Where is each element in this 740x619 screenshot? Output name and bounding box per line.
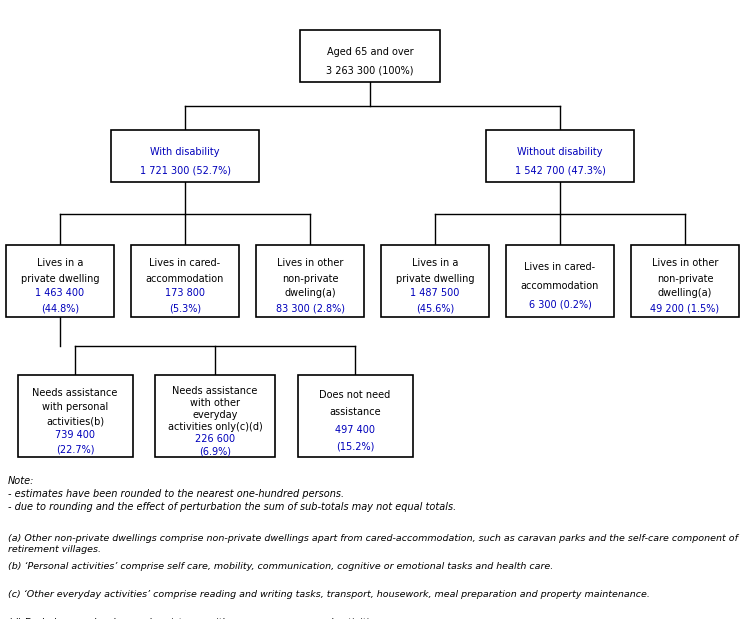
Text: activities only(c)(d): activities only(c)(d) <box>168 422 263 432</box>
Text: Lives in other: Lives in other <box>652 259 719 269</box>
Bar <box>631 245 739 317</box>
Text: Needs assistance: Needs assistance <box>33 387 118 398</box>
Bar <box>111 130 259 182</box>
Text: 1 487 500: 1 487 500 <box>410 288 460 298</box>
Text: Lives in a: Lives in a <box>412 259 458 269</box>
Text: 739 400: 739 400 <box>55 430 95 440</box>
Text: 6 300 (0.2%): 6 300 (0.2%) <box>528 300 591 310</box>
Text: Note:
- estimates have been rounded to the nearest one-hundred persons.
- due to: Note: - estimates have been rounded to t… <box>8 476 457 513</box>
Text: with personal: with personal <box>42 402 108 412</box>
Text: (d) Excludes people who need assistance with one or more personal activities.: (d) Excludes people who need assistance … <box>8 618 383 619</box>
Text: Lives in cared-: Lives in cared- <box>525 262 596 272</box>
Text: 1 721 300 (52.7%): 1 721 300 (52.7%) <box>140 165 230 175</box>
Text: accommodation: accommodation <box>146 274 224 284</box>
Text: (b) ‘Personal activities’ comprise self care, mobility, communication, cognitive: (b) ‘Personal activities’ comprise self … <box>8 562 554 571</box>
Bar <box>256 245 364 317</box>
Bar <box>300 30 440 82</box>
Bar <box>297 375 412 457</box>
Text: With disability: With disability <box>150 147 220 157</box>
Bar <box>486 130 634 182</box>
Text: (5.3%): (5.3%) <box>169 303 201 313</box>
Text: (6.9%): (6.9%) <box>199 446 231 456</box>
Text: Without disability: Without disability <box>517 147 603 157</box>
Text: activities(b): activities(b) <box>46 416 104 426</box>
Text: 497 400: 497 400 <box>335 425 375 435</box>
Text: (15.2%): (15.2%) <box>336 441 374 452</box>
Text: private dwelling: private dwelling <box>21 274 99 284</box>
Text: assistance: assistance <box>329 407 381 417</box>
Text: (22.7%): (22.7%) <box>56 444 94 454</box>
Text: Lives in other: Lives in other <box>277 259 343 269</box>
Bar <box>6 245 114 317</box>
Text: 3 263 300 (100%): 3 263 300 (100%) <box>326 65 414 76</box>
Text: Lives in a: Lives in a <box>37 259 83 269</box>
Text: 1 463 400: 1 463 400 <box>36 288 84 298</box>
Bar <box>155 375 275 457</box>
Text: 49 200 (1.5%): 49 200 (1.5%) <box>650 303 719 313</box>
Text: Lives in cared-: Lives in cared- <box>149 259 221 269</box>
Bar <box>18 375 132 457</box>
Bar <box>131 245 239 317</box>
Text: 226 600: 226 600 <box>195 434 235 444</box>
Text: private dwelling: private dwelling <box>396 274 474 284</box>
Text: accommodation: accommodation <box>521 281 599 291</box>
Text: with other: with other <box>190 398 240 408</box>
Text: Does not need: Does not need <box>320 391 391 400</box>
Text: 83 300 (2.8%): 83 300 (2.8%) <box>275 303 345 313</box>
Text: 173 800: 173 800 <box>165 288 205 298</box>
Text: (c) ‘Other everyday activities’ comprise reading and writing tasks, transport, h: (c) ‘Other everyday activities’ comprise… <box>8 590 650 599</box>
Text: (44.8%): (44.8%) <box>41 303 79 313</box>
Text: 1 542 700 (47.3%): 1 542 700 (47.3%) <box>514 165 605 175</box>
Text: non-private: non-private <box>657 274 713 284</box>
Text: dweling(a): dweling(a) <box>284 288 336 298</box>
Text: (45.6%): (45.6%) <box>416 303 454 313</box>
Text: dwelling(a): dwelling(a) <box>658 288 712 298</box>
Bar <box>381 245 489 317</box>
Text: everyday: everyday <box>192 410 238 420</box>
Text: (a) Other non-private dwellings comprise non-private dwellings apart from cared-: (a) Other non-private dwellings comprise… <box>8 534 738 554</box>
Text: Needs assistance: Needs assistance <box>172 386 258 396</box>
Bar <box>506 245 614 317</box>
Text: Aged 65 and over: Aged 65 and over <box>326 46 414 57</box>
Text: non-private: non-private <box>282 274 338 284</box>
